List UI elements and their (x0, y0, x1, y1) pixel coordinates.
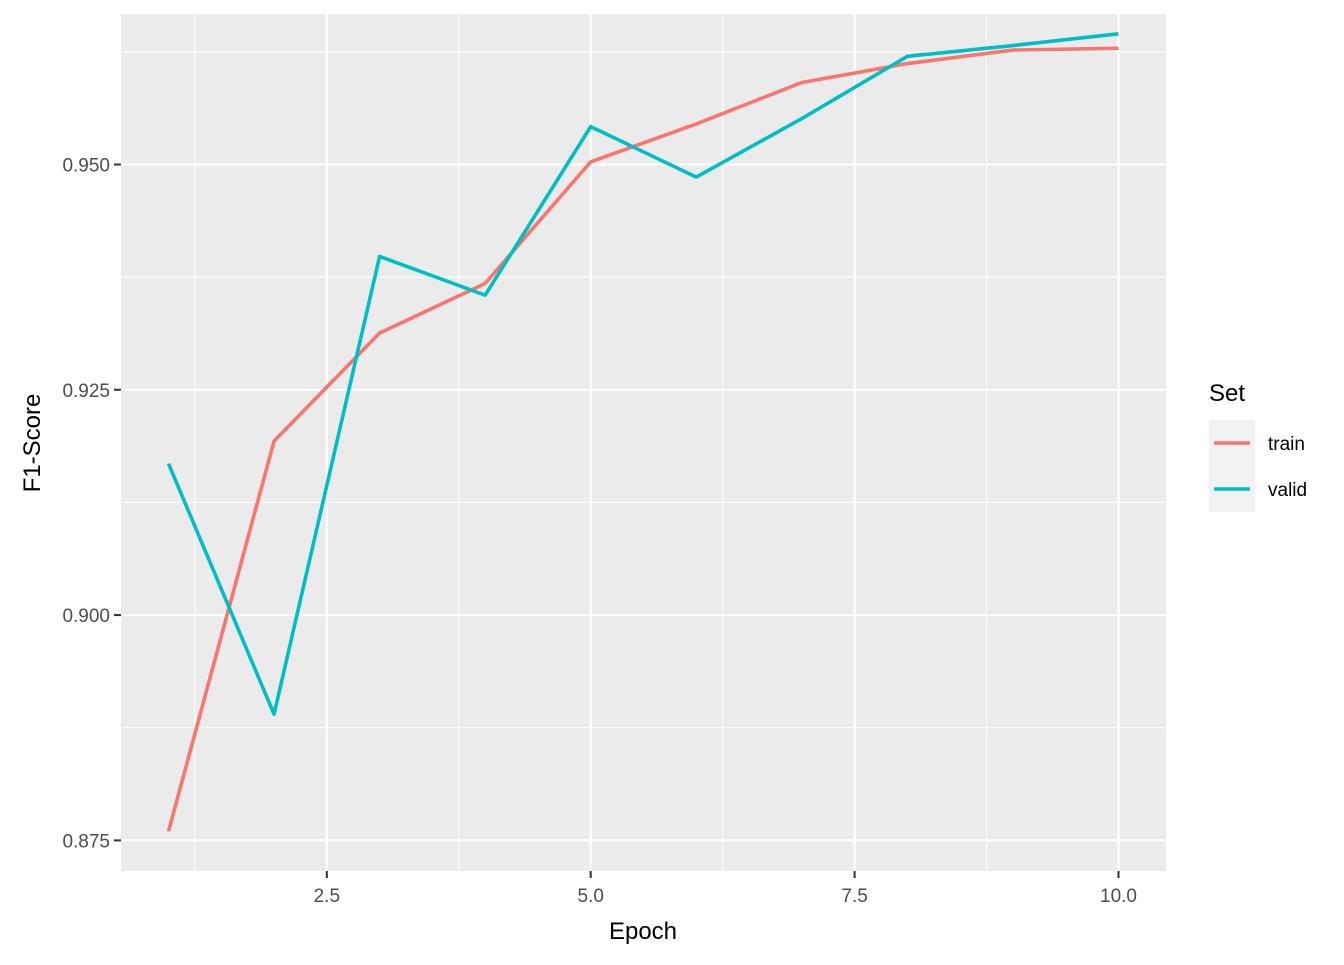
x-axis-title: Epoch (609, 918, 677, 945)
x-tick-label-3: 10.0 (1100, 886, 1137, 907)
x-tick-label-2: 7.5 (841, 886, 867, 907)
legend: Set train valid (1209, 380, 1307, 512)
legend-items: train valid (1209, 420, 1307, 512)
y-tick-label-1: 0.900 (62, 606, 110, 627)
x-tick-label-0: 2.5 (314, 886, 340, 907)
legend-title: Set (1209, 380, 1245, 407)
series-lines (166, 32, 1119, 832)
y-axis-title: F1-Score (19, 394, 46, 493)
y-axis: 0.875 0.900 0.925 0.950 (62, 155, 121, 852)
x-axis: 2.5 5.0 7.5 10.0 (314, 871, 1137, 907)
y-tick-label-2: 0.925 (62, 381, 110, 402)
y-tick-label-0: 0.875 (62, 831, 110, 852)
x-tick-label-1: 5.0 (578, 886, 604, 907)
major-gridlines (121, 14, 1166, 871)
legend-label-valid: valid (1268, 480, 1307, 501)
legend-label-train: train (1268, 434, 1305, 455)
y-tick-label-3: 0.950 (62, 155, 110, 176)
series-line-train (166, 46, 1119, 832)
series-line-valid (166, 32, 1119, 717)
